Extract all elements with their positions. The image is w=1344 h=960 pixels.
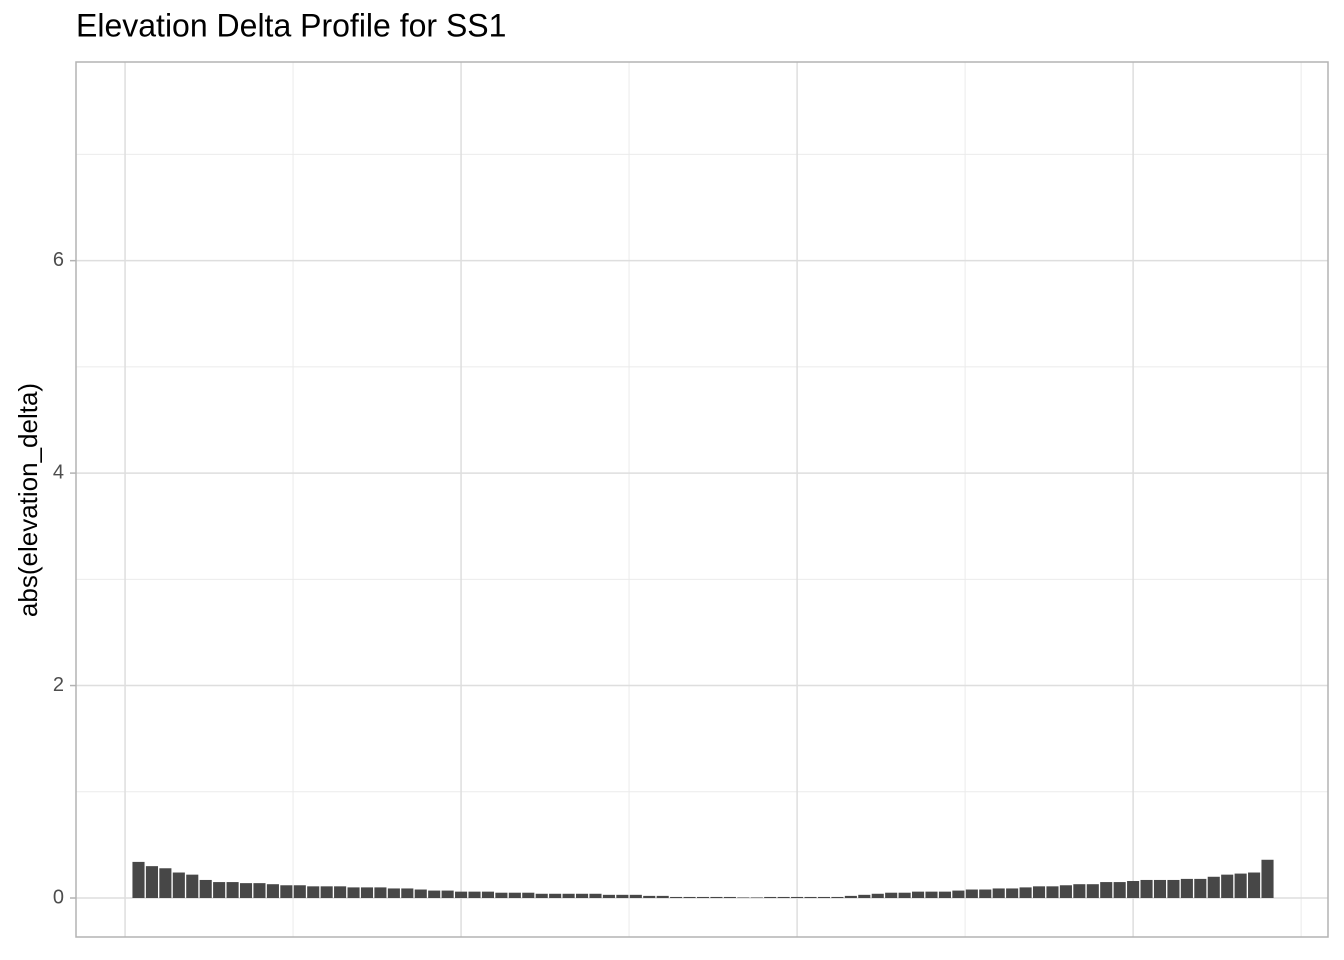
bar [817,896,831,899]
bar [562,893,575,899]
bar [145,866,158,899]
bar [468,891,481,899]
bar [535,893,548,899]
bar [1180,878,1193,899]
bar [239,883,253,899]
bar [401,888,414,899]
bar [186,874,199,899]
bar [804,896,817,899]
bar [1194,878,1207,899]
bar [1140,879,1153,899]
bar [360,887,374,899]
bar [992,888,1005,899]
bar [1046,886,1059,899]
bar [508,892,521,899]
bar [791,896,804,899]
bar [374,887,387,899]
bar [979,889,992,899]
bar [750,897,763,899]
bar [777,896,790,899]
bar [925,891,938,899]
bar [1032,886,1046,899]
bar [885,892,898,899]
bar [307,886,320,899]
bar [1059,885,1072,899]
bar [320,886,333,899]
bar [1086,884,1099,899]
bar [575,893,589,899]
chart-title: Elevation Delta Profile for SS1 [76,7,506,43]
bar [965,889,978,899]
bar [629,894,642,899]
bar [253,883,266,899]
bar [293,885,306,899]
bar [643,895,656,899]
bar [1127,881,1140,899]
bar [589,893,602,899]
y-tick-label: 6 [53,249,64,271]
bar [898,892,911,899]
bar [226,882,239,899]
bar [1207,876,1220,899]
bar [280,885,293,899]
bar [1234,873,1247,899]
bar [831,896,844,899]
bar [428,890,441,899]
bar [266,884,279,899]
bar [844,895,857,899]
bar [616,894,629,899]
bar [737,897,750,899]
bar [938,891,951,899]
bar [1248,872,1261,899]
bar [172,872,185,899]
bar [723,896,736,899]
y-tick-label: 4 [53,461,64,483]
bar [159,868,172,899]
bar [1221,874,1234,899]
bar [952,890,965,899]
bar [602,894,615,899]
bar [1019,887,1032,899]
bar [858,894,871,899]
bar [670,896,683,899]
bar [522,892,535,899]
bar [912,891,925,899]
y-axis-label: abs(elevation_delta) [13,383,43,617]
bar [1073,884,1086,899]
bar [683,896,696,899]
bar [455,891,468,899]
y-tick-label: 0 [53,886,64,908]
bar [347,887,360,899]
bar [1167,879,1180,899]
bar [1113,882,1126,899]
bar [334,886,347,899]
bar [495,892,508,899]
bar [132,861,145,899]
bar [764,896,777,899]
bar [710,896,723,899]
bar [441,890,454,899]
bar [481,891,495,899]
bar [199,879,212,899]
y-tick-label: 2 [53,674,64,696]
bar [871,893,884,899]
bar [213,882,226,899]
bar [656,895,669,899]
bar [387,888,400,899]
bar [1261,859,1274,899]
bar [1153,879,1167,899]
bar [414,889,427,899]
bar [1006,888,1019,899]
bar [549,893,562,899]
panel-border [75,61,1329,938]
bar [696,896,710,899]
bar [1100,882,1113,899]
